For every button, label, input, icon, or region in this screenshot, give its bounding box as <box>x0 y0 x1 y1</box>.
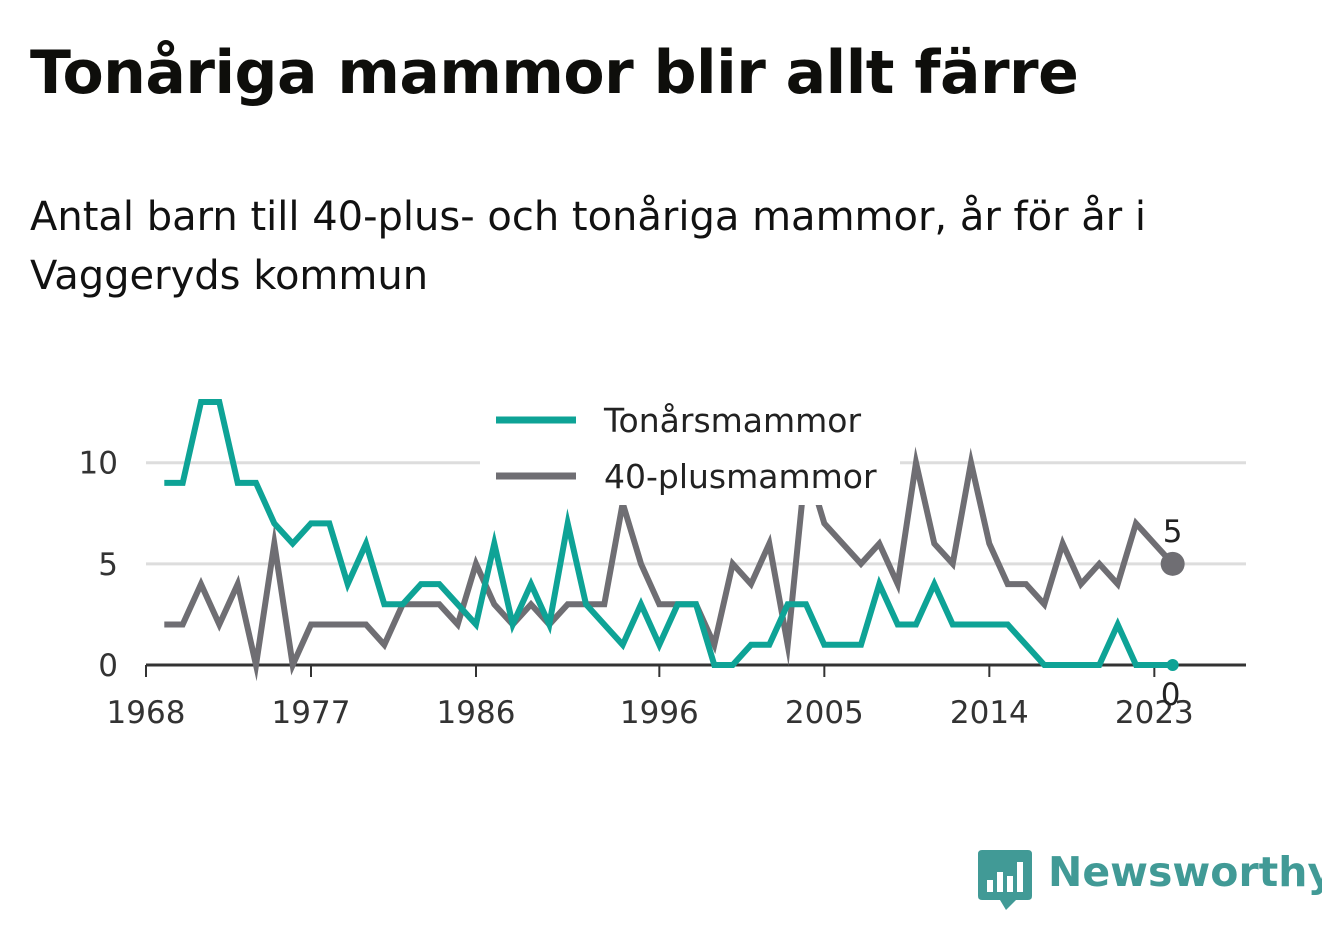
y-tick-label: 10 <box>79 446 118 482</box>
series-lines <box>164 399 1175 682</box>
y-axis: 0 5 10 <box>79 446 118 684</box>
x-tick-label: 1968 <box>107 695 186 731</box>
series-line-0 <box>164 399 1173 668</box>
legend-background <box>480 395 900 505</box>
x-tick-label: 2023 <box>1115 695 1194 731</box>
x-tick-label: 1996 <box>620 695 699 731</box>
x-tick-label: 1986 <box>437 695 516 731</box>
chart-subtitle: Antal barn till 40-plus- och tonåriga ma… <box>30 194 1147 299</box>
chart-title: Tonåriga mammor blir allt färre <box>30 38 1079 108</box>
end-labels: 50 <box>1160 514 1185 713</box>
y-tick-label: 0 <box>98 648 118 684</box>
x-axis: 1968 1977 1986 1996 2005 2014 2023 <box>107 663 1246 731</box>
x-tick-label: 2014 <box>950 695 1029 731</box>
y-tick-label: 5 <box>98 547 118 583</box>
legend-label-0: Tonårsmammor <box>603 401 861 440</box>
newsworthy-logo-icon <box>978 850 1032 910</box>
brand-name: Newsworthy <box>1048 848 1322 896</box>
end-marker-40-plus <box>1160 551 1185 576</box>
end-label-40-plus: 5 <box>1163 514 1183 550</box>
brand-logo: Newsworthy <box>978 848 1322 912</box>
x-tick-label: 1977 <box>272 695 351 731</box>
legend: Tonårsmammor 40-plusmammor <box>480 395 900 505</box>
legend-label-1: 40-plusmammor <box>604 457 877 496</box>
end-marker-teen <box>1166 659 1179 671</box>
line-chart: 0 5 10 1968 1977 1986 1996 2005 2014 2023 Tonårs… <box>79 395 1246 731</box>
end-label-teen: 0 <box>1161 677 1181 713</box>
series-line-1 <box>164 446 1175 682</box>
x-tick-label: 2005 <box>785 695 864 731</box>
